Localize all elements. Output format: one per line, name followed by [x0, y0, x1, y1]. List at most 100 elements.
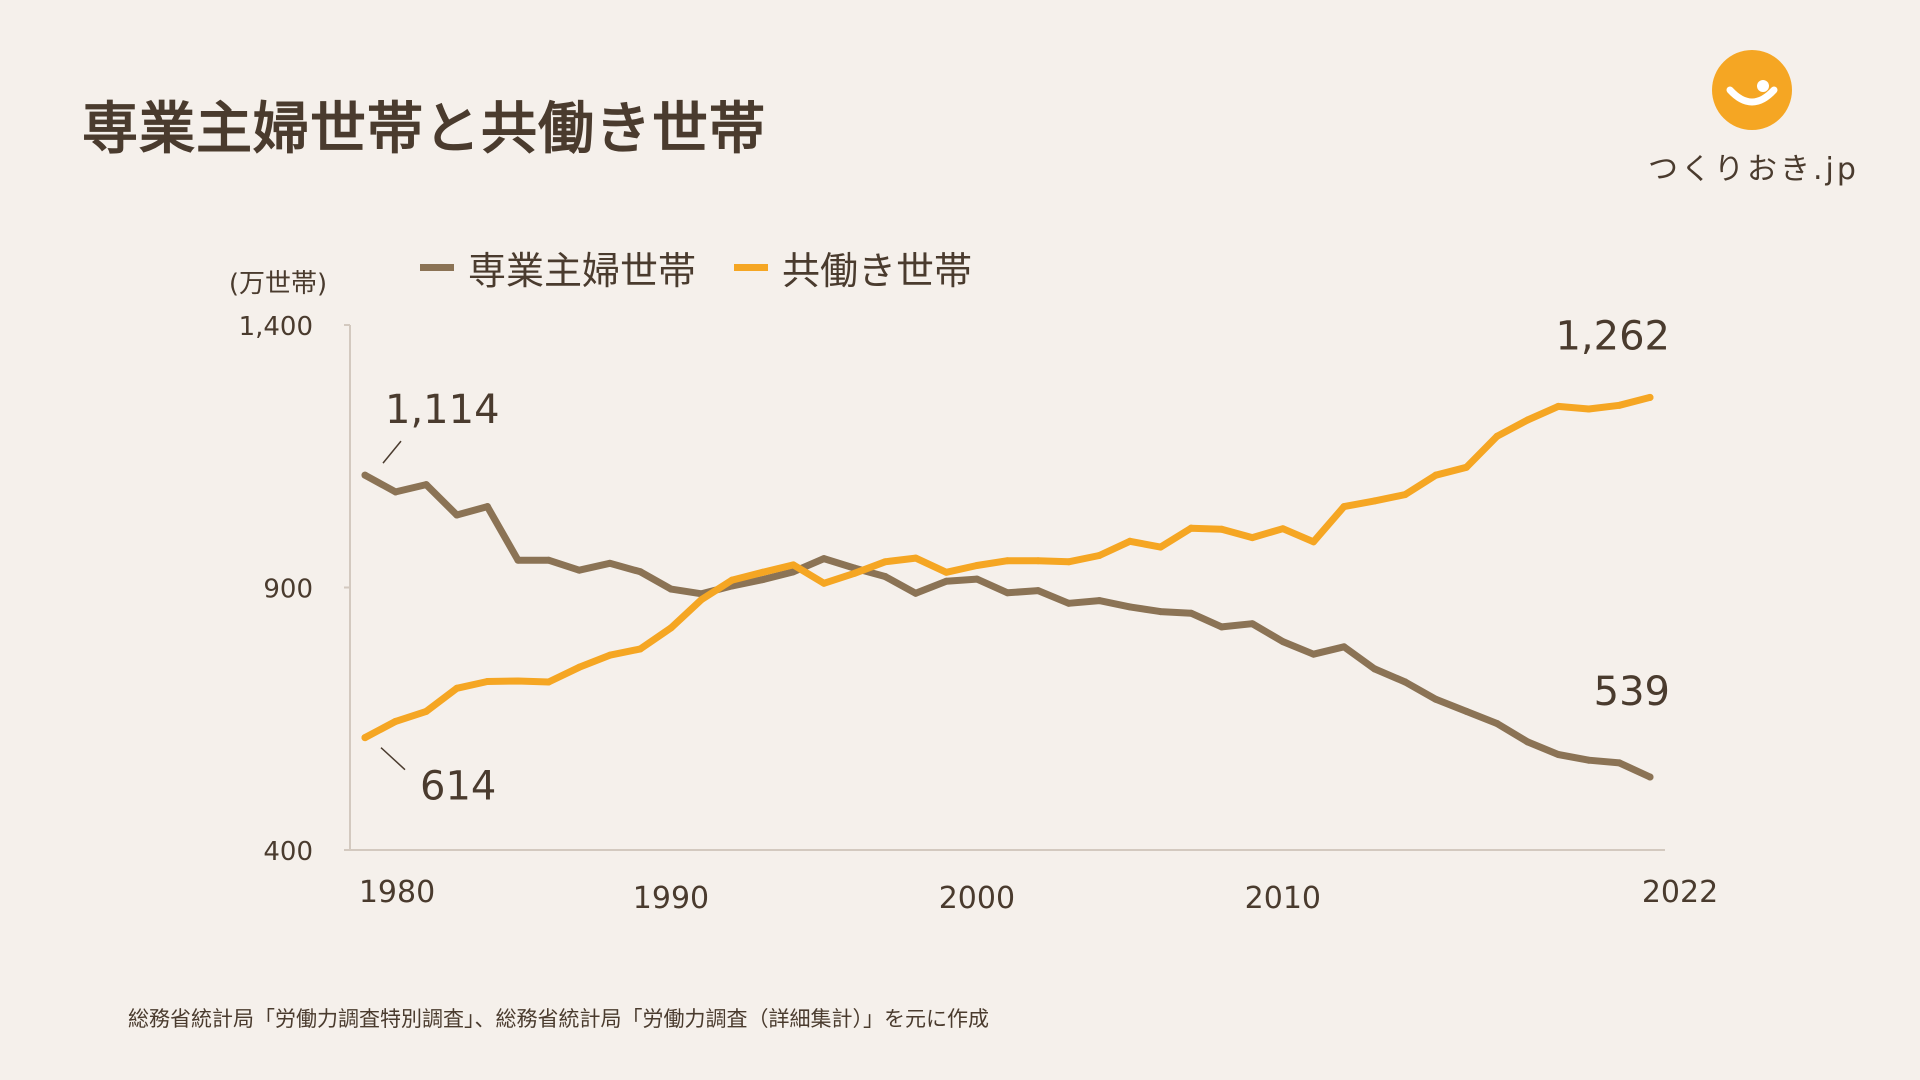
data-point	[483, 677, 491, 685]
y-axis-unit-label: (万世帯)	[229, 269, 327, 299]
data-point	[453, 684, 461, 692]
data-point	[606, 651, 614, 659]
data-point	[1493, 432, 1501, 440]
data-point	[820, 579, 828, 587]
data-point	[942, 568, 950, 576]
legend-label-housewife: 専業主婦世帯	[468, 248, 697, 293]
data-point	[392, 717, 400, 725]
annotation-leader-line	[380, 747, 406, 771]
legend-swatch-housewife	[420, 263, 454, 271]
data-point	[422, 481, 430, 489]
data-point	[820, 555, 828, 563]
data-point	[1279, 525, 1287, 533]
x-tick-label: 2022	[1642, 875, 1718, 910]
data-point	[973, 561, 981, 569]
smile-face-icon	[1712, 50, 1792, 130]
brand-logo[interactable]: つくりおき.jp	[1648, 48, 1858, 188]
data-point	[1095, 597, 1103, 605]
data-point	[1248, 620, 1256, 628]
data-point	[1034, 557, 1042, 565]
legend-item-dual-income: 共働き世帯	[734, 240, 972, 295]
data-point	[392, 488, 400, 496]
data-point	[1432, 695, 1440, 703]
data-point	[1554, 402, 1562, 410]
data-point	[789, 561, 797, 569]
data-point	[1340, 503, 1348, 511]
series-line-housewife	[361, 471, 1654, 781]
data-point	[636, 568, 644, 576]
data-point	[361, 471, 369, 479]
data-point	[1401, 678, 1409, 686]
data-point	[912, 589, 920, 597]
data-point	[728, 576, 736, 584]
data-point	[1554, 750, 1562, 758]
data-point	[1156, 608, 1164, 616]
legend-label-dual-income: 共働き世帯	[782, 248, 973, 293]
data-point	[1034, 587, 1042, 595]
data-point	[514, 677, 522, 685]
data-point	[422, 707, 430, 715]
data-point	[483, 503, 491, 511]
data-point	[1340, 643, 1348, 651]
legend-item-housewife: 専業主婦世帯	[420, 240, 696, 295]
data-point	[575, 566, 583, 574]
data-point	[1126, 603, 1134, 611]
data-point	[1524, 416, 1532, 424]
data-point	[1218, 623, 1226, 631]
series-line-dual-income	[361, 393, 1654, 742]
data-point	[912, 554, 920, 562]
data-point	[1187, 524, 1195, 532]
data-point	[1095, 551, 1103, 559]
y-tick-label: 900	[263, 575, 313, 605]
chart-legend: 専業主婦世帯 共働き世帯	[420, 240, 1010, 295]
data-point	[1279, 638, 1287, 646]
data-point	[1615, 401, 1623, 409]
data-point	[575, 663, 583, 671]
data-point	[881, 558, 889, 566]
page-title: 専業主婦世帯と共働き世帯	[82, 97, 766, 162]
x-tick-label: 2010	[1245, 881, 1321, 916]
data-point	[1248, 534, 1256, 542]
data-point	[1004, 557, 1011, 565]
data-point	[667, 585, 675, 593]
data-point	[361, 734, 369, 742]
logo-text: つくりおき.jp	[1648, 152, 1859, 187]
data-point	[606, 559, 614, 567]
data-point	[1004, 589, 1011, 597]
x-tick-label: 2000	[939, 881, 1015, 916]
x-tick-label: 1990	[633, 881, 709, 916]
data-point	[1646, 393, 1654, 401]
data-point	[1309, 650, 1317, 658]
data-label: 614	[420, 764, 496, 810]
data-point	[1371, 665, 1379, 673]
annotation-leader-line	[382, 440, 402, 464]
data-point	[851, 569, 859, 577]
data-point	[1462, 463, 1470, 471]
data-point	[881, 572, 889, 580]
data-point	[1585, 756, 1593, 764]
data-point	[1126, 537, 1134, 545]
data-point	[667, 624, 675, 632]
data-point	[698, 596, 706, 604]
data-point	[1646, 773, 1654, 781]
data-point	[1615, 759, 1623, 767]
data-point	[453, 511, 461, 519]
data-point	[1218, 525, 1226, 533]
data-point	[1065, 558, 1073, 566]
data-point	[1462, 707, 1470, 715]
data-point	[759, 576, 767, 584]
y-tick-label: 1,400	[239, 312, 313, 342]
data-point	[545, 556, 553, 564]
data-point	[1585, 405, 1593, 413]
data-point	[545, 678, 553, 686]
data-label: 539	[1594, 669, 1670, 715]
data-point	[1309, 538, 1317, 546]
data-point	[1187, 609, 1195, 617]
data-point	[759, 568, 767, 576]
data-point	[1493, 719, 1501, 727]
data-label: 1,262	[1555, 313, 1670, 359]
y-tick-label: 400	[263, 837, 313, 867]
x-tick-label: 1980	[359, 875, 435, 910]
source-note: 総務省統計局「労働力調査特別調査」、総務省統計局「労働力調査（詳細集計）」を元に…	[128, 1007, 989, 1031]
